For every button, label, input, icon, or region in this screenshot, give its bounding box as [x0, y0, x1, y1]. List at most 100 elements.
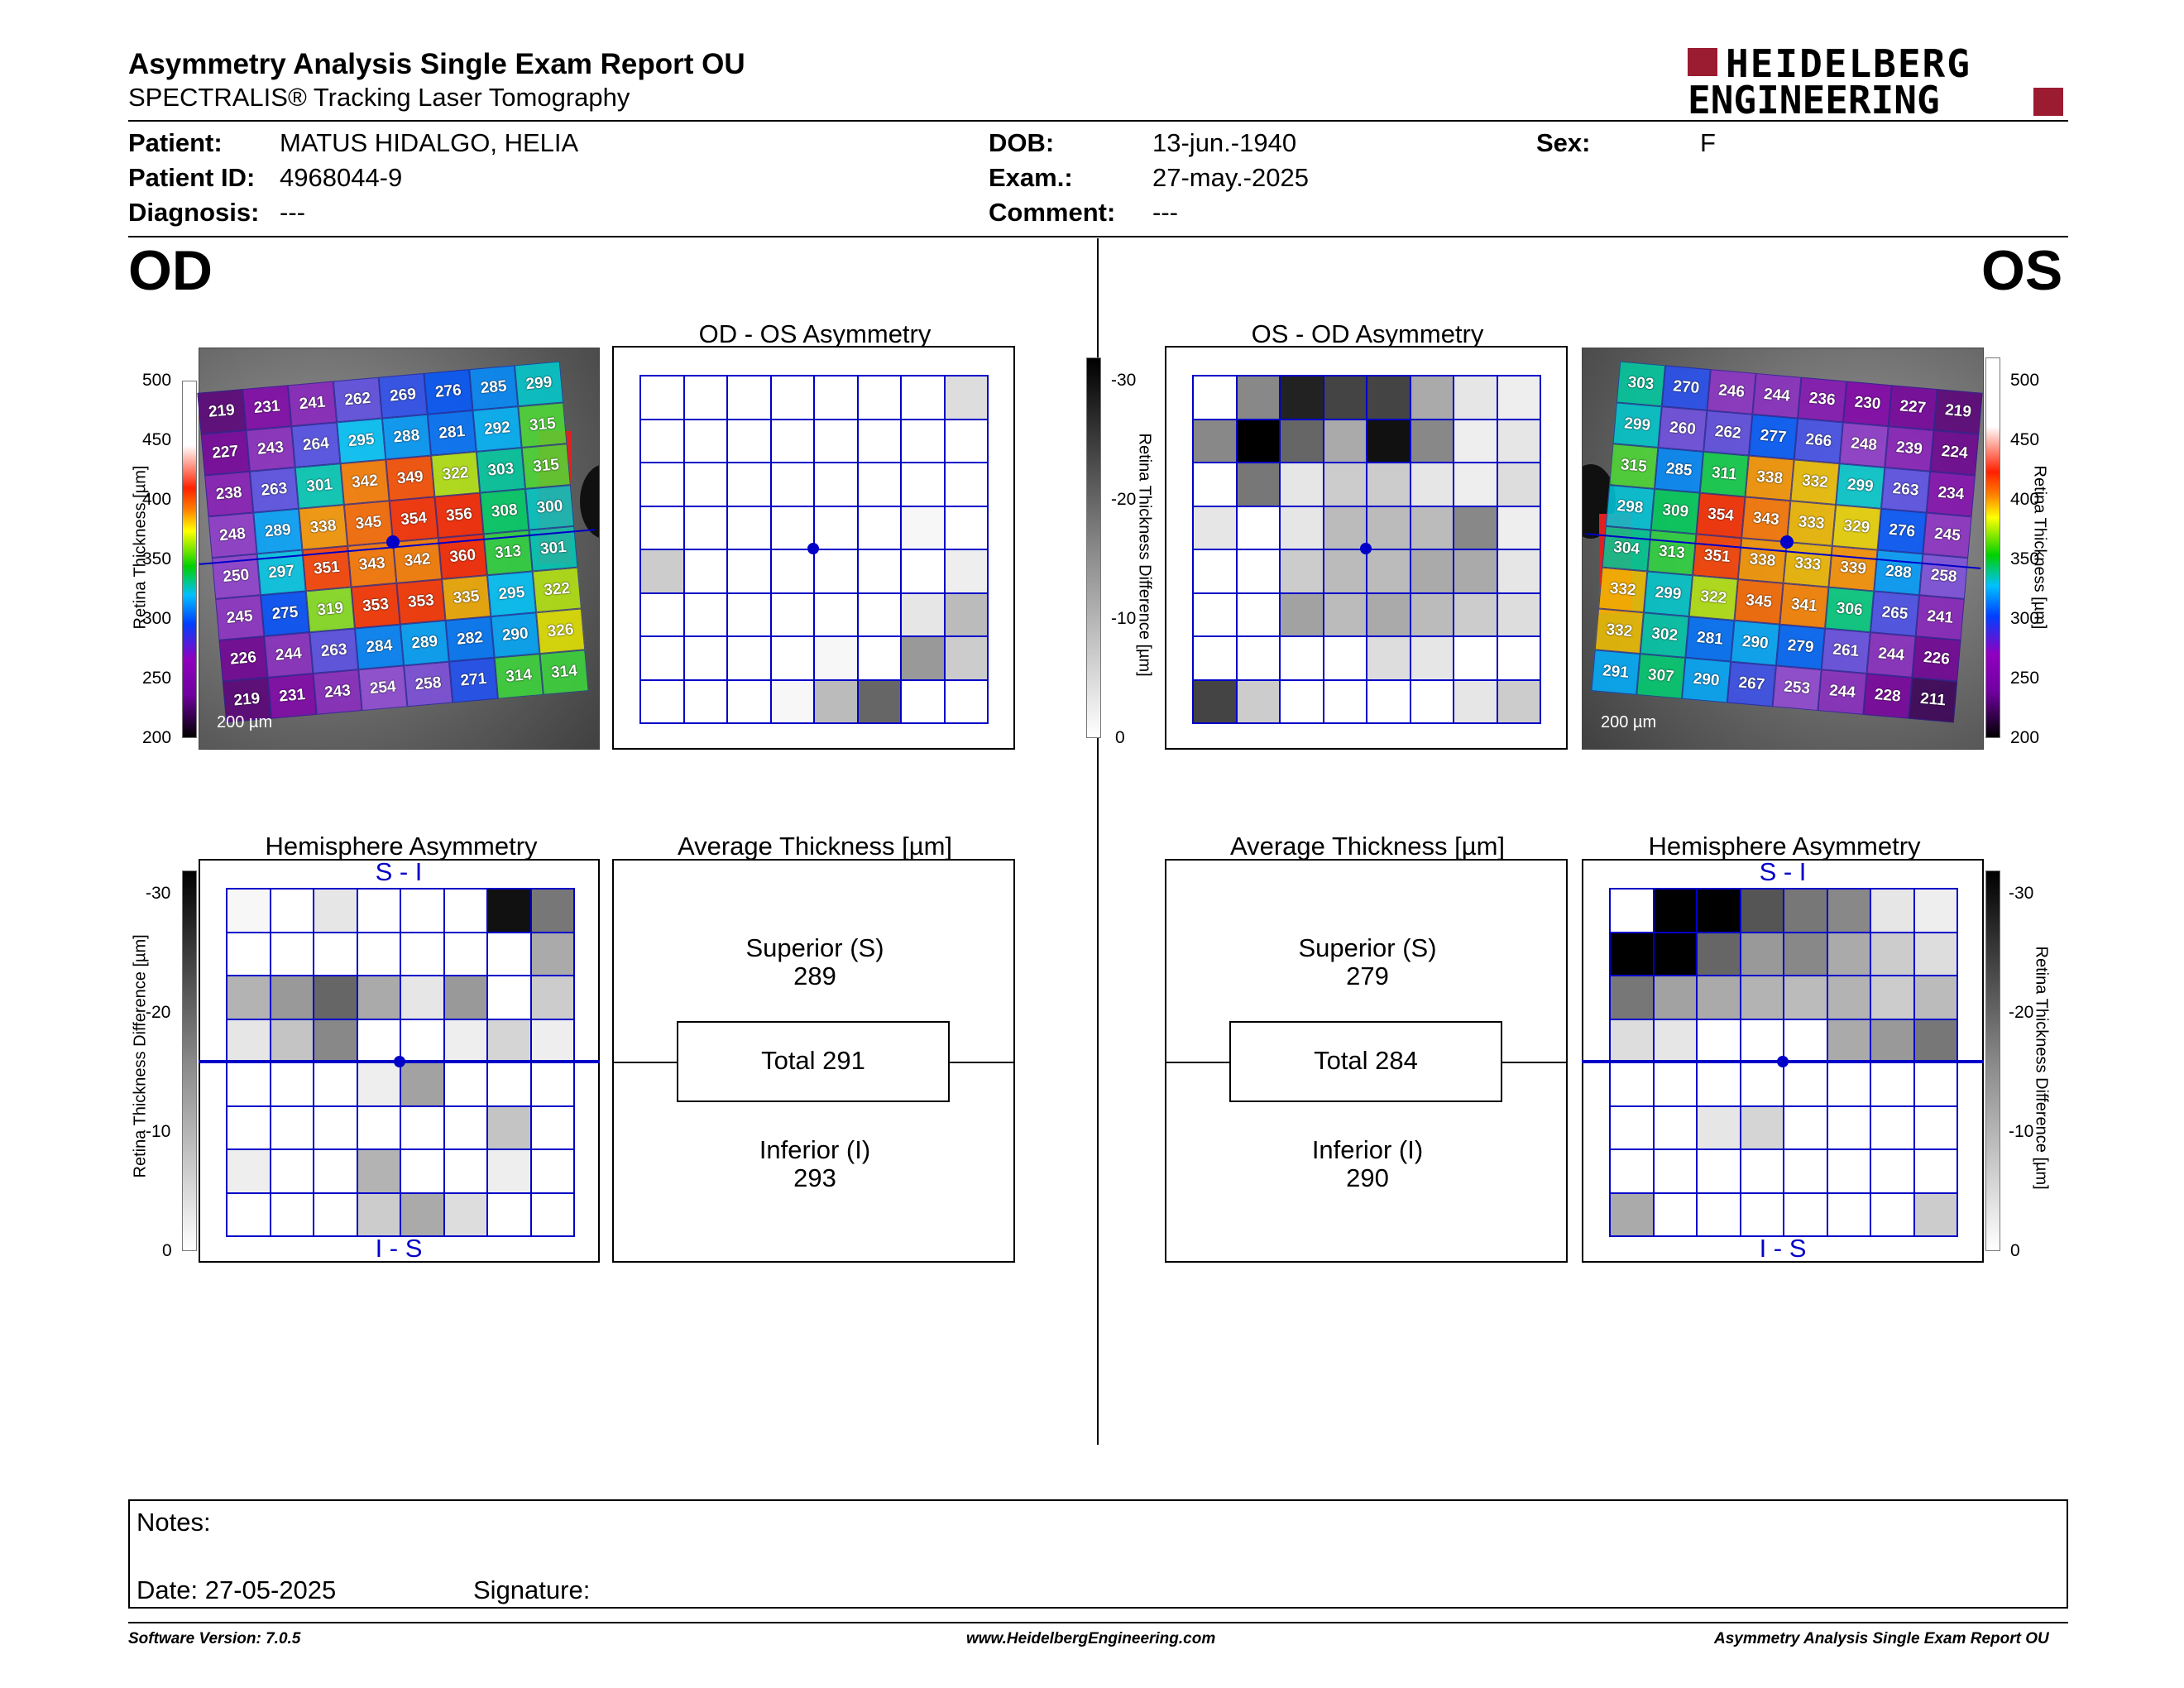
- os-asym-cell: [1235, 375, 1281, 420]
- os-asym-cell: [1496, 549, 1541, 594]
- od-thickness-cell: 299: [514, 361, 564, 407]
- os-thickness-cell: 333: [1787, 501, 1837, 546]
- os-asym-cell: [1322, 418, 1367, 463]
- od-asym-cell: [900, 375, 946, 420]
- os-label: OS: [1981, 239, 2063, 302]
- od-asym-cell: [639, 462, 685, 507]
- os-asym-cell: [1366, 418, 1411, 463]
- od-asym-cell: [726, 375, 772, 420]
- od-hemi-cell: [486, 1105, 532, 1150]
- os-thickness-cell: 339: [1828, 545, 1878, 592]
- os-thickness-cell: 276: [1877, 508, 1927, 554]
- od-asym-cell: [856, 592, 902, 637]
- od-hemi-cell: [486, 1018, 532, 1063]
- od-asym-cell: [813, 549, 859, 594]
- os-asym-cell: [1322, 592, 1367, 637]
- os-hemi-cell: [1870, 1149, 1915, 1194]
- os-thickness-cell: 234: [1926, 471, 1976, 517]
- od-hemi-cell: [269, 931, 314, 976]
- os-hemi-cell: [1913, 975, 1958, 1020]
- os-thickness-cell: 329: [1832, 504, 1881, 550]
- os-hemi-center-dot: [1777, 1056, 1789, 1067]
- od-thickness-tick: 500: [142, 371, 172, 390]
- od-thickness-cell: 285: [469, 365, 519, 410]
- footer-divider: [128, 1622, 2068, 1623]
- od-thickness-cell: 289: [253, 508, 303, 554]
- od-thickness-cell: 231: [242, 385, 292, 430]
- os-thickness-cell: 315: [1609, 444, 1659, 489]
- od-hemi-cell: [400, 1192, 445, 1237]
- od-thickness-cell: 353: [396, 579, 446, 625]
- os-asym-cell: [1453, 549, 1498, 594]
- diff-tick: -30: [1111, 371, 1137, 390]
- os-thickness-cell: 311: [1699, 451, 1749, 497]
- od-thickness-cell: 356: [434, 492, 484, 539]
- od-thickness-cell: 342: [340, 459, 390, 505]
- os-thickness-cell: 303: [1616, 361, 1666, 407]
- od-hemi-cell: [269, 888, 314, 933]
- os-thickness-cell: 266: [1794, 418, 1843, 464]
- od-hemi-cell: [486, 888, 532, 933]
- od-hemi-cell: [400, 1105, 445, 1150]
- os-thickness-cell: 298: [1605, 485, 1655, 530]
- diagnosis-label: Diagnosis:: [128, 198, 260, 227]
- os-asym-cell: [1409, 549, 1454, 594]
- od-thickness-cell: 295: [486, 571, 537, 617]
- od-thickness-cell: 292: [472, 406, 522, 452]
- os-hemi-cell: [1652, 1018, 1698, 1063]
- od-asym-cell: [639, 635, 685, 681]
- os-hemi-cell: [1652, 975, 1698, 1020]
- os-hemi-cell: [1913, 931, 1958, 976]
- os-thickness-cell: 351: [1693, 534, 1742, 580]
- os-total-box: Total 284: [1229, 1021, 1502, 1102]
- os-asym-cell: [1279, 549, 1324, 594]
- od-superior-label: Superior (S): [745, 933, 884, 962]
- od-hemi-grid: [226, 888, 575, 1237]
- od-asym-cell: [856, 635, 902, 681]
- os-thickness-cell: 279: [1775, 624, 1826, 670]
- os-hemi-cell: [1826, 1105, 1871, 1150]
- os-hemi-cell: [1870, 931, 1915, 976]
- os-asym-cell: [1279, 375, 1324, 420]
- od-asym-cell: [813, 375, 859, 420]
- patient-value: MATUS HIDALGO, HELIA: [280, 128, 579, 157]
- os-thickness-cell: 265: [1870, 591, 1920, 637]
- os-thickness-cell: 338: [1737, 538, 1787, 583]
- os-thickness-cell: 285: [1654, 447, 1704, 493]
- os-hemi-tick: -10: [2009, 1122, 2034, 1141]
- od-thickness-cell: 241: [287, 381, 338, 427]
- od-thickness-cell: 244: [264, 632, 314, 678]
- diagnosis-value: ---: [280, 198, 305, 227]
- os-thickness-cell: 230: [1842, 381, 1893, 427]
- os-asym-cell: [1235, 635, 1281, 681]
- od-thickness-cell: 243: [246, 426, 295, 472]
- od-hemi-bottom-label: I - S: [375, 1234, 423, 1263]
- os-hemi-cell: [1739, 931, 1784, 976]
- os-hemi-cell: [1826, 1062, 1871, 1107]
- od-thickness-cell: 243: [313, 669, 362, 715]
- od-asym-cell: [900, 549, 946, 594]
- od-asym-cell: [639, 505, 685, 550]
- od-thickness-cell: 314: [494, 654, 544, 699]
- os-asym-cell: [1322, 505, 1367, 550]
- diff-colorbar-center: [1086, 357, 1101, 738]
- diff-tick: 0: [1115, 728, 1125, 747]
- website-link[interactable]: www.HeidelbergEngineering.com: [966, 1630, 1216, 1647]
- os-thickness-cell: 309: [1650, 488, 1700, 535]
- os-thickness-cell: 267: [1727, 661, 1776, 707]
- os-hemi-cell: [1609, 888, 1655, 933]
- os-asym-cell: [1366, 375, 1411, 420]
- comment-value: ---: [1152, 198, 1178, 227]
- od-asym-cell: [769, 549, 815, 594]
- os-hemi-cell: [1826, 1018, 1871, 1063]
- os-asym-cell: [1279, 418, 1324, 463]
- od-asym-cell: [856, 418, 902, 463]
- od-thickness-cell: 322: [532, 567, 582, 613]
- os-hemi-cell: [1609, 975, 1655, 1020]
- heidelberg-logo: HEIDELBERG ENGINEERING: [1688, 41, 2068, 122]
- os-hemi-cell: [1870, 1062, 1915, 1107]
- od-thickness-cell: 301: [295, 463, 344, 509]
- od-asym-cell: [856, 679, 902, 724]
- od-asym-cell: [639, 592, 685, 637]
- os-asym-cell: [1496, 418, 1541, 463]
